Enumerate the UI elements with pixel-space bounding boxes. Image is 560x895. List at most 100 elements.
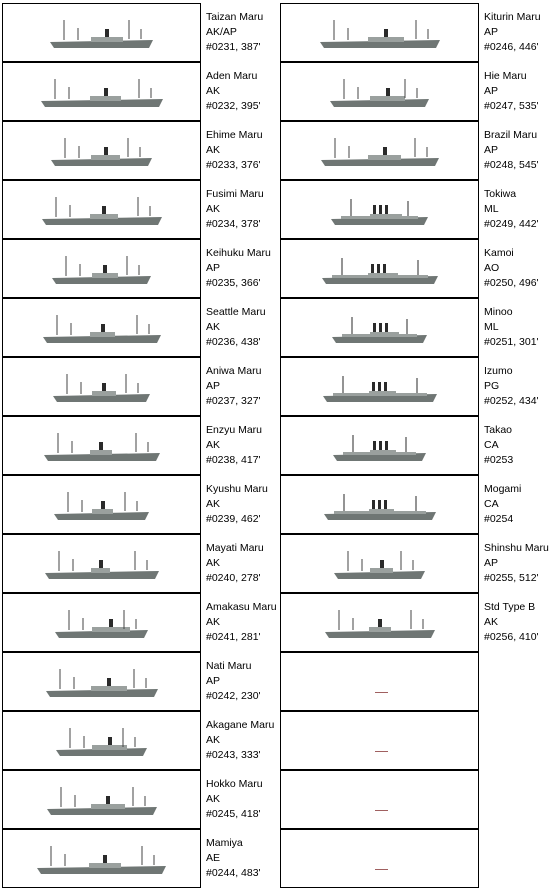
ship-entry: Amakasu Maru AK #0241, 281': [2, 593, 280, 652]
ship-info: Akagane Maru AK #0243, 333': [206, 718, 274, 763]
ship-type: AK: [206, 321, 221, 333]
ship-type: AK: [206, 498, 221, 510]
left-column: Taizan Maru AK/AP #0231, 387' Aden Maru AK #0…: [2, 3, 280, 888]
ship-type: AP: [484, 144, 499, 156]
ship-entry: Fusimi Maru AK #0234, 378': [2, 180, 280, 239]
ship-thumbnail[interactable]: [280, 416, 479, 475]
ship-thumbnail[interactable]: [2, 416, 201, 475]
ship-type: AP: [484, 26, 499, 38]
ship-info: Mogami CA #0254: [484, 482, 521, 527]
ship-number: #0246, 446': [484, 41, 539, 53]
ship-silhouette: [320, 20, 440, 48]
ship-entry: Seattle Maru AK #0236, 438': [2, 298, 280, 357]
ship-silhouette: [51, 138, 152, 166]
ship-entry: Enzyu Maru AK #0238, 417': [2, 416, 280, 475]
ship-entry: Mayati Maru AK #0240, 278': [2, 534, 280, 593]
ship-name: Seattle Maru: [206, 306, 266, 318]
ship-silhouette: [334, 551, 425, 579]
ship-thumbnail[interactable]: [2, 239, 201, 298]
ship-type: AE: [206, 852, 221, 864]
ship-entry: Taizan Maru AK/AP #0231, 387': [2, 3, 280, 62]
ship-thumbnail[interactable]: [280, 62, 479, 121]
ship-entry: Akagane Maru AK #0243, 333': [2, 711, 280, 770]
ship-name: Takao: [484, 424, 513, 436]
ship-thumbnail[interactable]: [2, 180, 201, 239]
placeholder-dash: [375, 692, 388, 693]
ship-number: #0256, 410': [484, 631, 539, 643]
ship-thumbnail[interactable]: [2, 593, 201, 652]
ship-thumbnail[interactable]: [280, 180, 479, 239]
ship-thumbnail[interactable]: [280, 534, 479, 593]
ship-thumbnail[interactable]: [280, 239, 479, 298]
ship-thumbnail[interactable]: [280, 593, 479, 652]
ship-number: #0251, 301': [484, 336, 539, 348]
ship-type: CA: [484, 498, 499, 510]
ship-thumbnail[interactable]: [2, 652, 201, 711]
ship-info: Hokko Maru AK #0245, 418': [206, 777, 263, 822]
ship-name: Mogami: [484, 483, 522, 495]
ship-silhouette: [323, 376, 437, 402]
ship-entry: Kyushu Maru AK #0239, 462': [2, 475, 280, 534]
ship-number: #0247, 535': [484, 100, 539, 112]
ship-number: #0232, 395': [206, 100, 261, 112]
ship-number: #0249, 442': [484, 218, 539, 230]
ship-info: Amakasu Maru AK #0241, 281': [206, 600, 277, 645]
ship-name: Minoo: [484, 306, 513, 318]
ship-thumbnail[interactable]: [2, 62, 201, 121]
ship-info: Std Type B AK #0256, 410': [484, 600, 539, 645]
ship-type: AK: [206, 793, 221, 805]
ship-name: Keihuku Maru: [206, 247, 271, 259]
ship-thumbnail[interactable]: [2, 770, 201, 829]
ship-number: #0241, 281': [206, 631, 261, 643]
ship-number: #0250, 496': [484, 277, 539, 289]
ship-name: Kiturin Maru: [484, 11, 541, 23]
ship-thumbnail[interactable]: [2, 829, 201, 888]
ship-type: AK/AP: [206, 26, 237, 38]
ship-thumbnail[interactable]: [2, 3, 201, 62]
ship-type: ML: [484, 203, 499, 215]
ship-info: Nati Maru AP #0242, 230': [206, 659, 261, 704]
ship-silhouette: [330, 79, 429, 107]
ship-thumbnail[interactable]: [280, 475, 479, 534]
ship-entry: Aden Maru AK #0232, 395': [2, 62, 280, 121]
empty-thumbnail: [280, 770, 479, 829]
ship-type: AP: [206, 380, 221, 392]
ship-thumbnail[interactable]: [2, 475, 201, 534]
ship-number: #0255, 512': [484, 572, 539, 584]
ship-thumbnail[interactable]: [280, 298, 479, 357]
ship-number: #0239, 462': [206, 513, 261, 525]
ship-thumbnail[interactable]: [2, 357, 201, 416]
ship-name: Taizan Maru: [206, 11, 264, 23]
ship-type: AK: [206, 85, 221, 97]
ship-entry: Takao CA #0253: [280, 416, 558, 475]
ship-thumbnail[interactable]: [2, 298, 201, 357]
ship-name: Hie Maru: [484, 70, 527, 82]
ship-info: Keihuku Maru AP #0235, 366': [206, 246, 271, 291]
ship-entry: Hokko Maru AK #0245, 418': [2, 770, 280, 829]
ship-type: AP: [206, 675, 221, 687]
ship-thumbnail[interactable]: [280, 357, 479, 416]
ship-entry: Std Type B AK #0256, 410': [280, 593, 558, 652]
ship-silhouette: [43, 315, 161, 343]
ship-number: #0233, 376': [206, 159, 261, 171]
ship-silhouette: [46, 669, 158, 697]
ship-silhouette: [52, 256, 151, 284]
ship-info: Taizan Maru AK/AP #0231, 387': [206, 10, 263, 55]
ship-thumbnail[interactable]: [2, 711, 201, 770]
ship-number: #0252, 434': [484, 395, 539, 407]
empty-thumbnail: [280, 652, 479, 711]
ship-thumbnail[interactable]: [280, 3, 479, 62]
ship-thumbnail[interactable]: [2, 121, 201, 180]
ship-thumbnail[interactable]: [2, 534, 201, 593]
ship-thumbnail[interactable]: [280, 121, 479, 180]
ship-silhouette: [54, 492, 149, 520]
ship-entry: Izumo PG #0252, 434': [280, 357, 558, 416]
ship-info: Aden Maru AK #0232, 395': [206, 69, 261, 114]
ship-silhouette: [50, 20, 153, 48]
ship-name: Brazil Maru: [484, 129, 538, 141]
right-column: Kiturin Maru AP #0246, 446' Hie Maru AP #0247…: [280, 3, 558, 888]
ship-type: AP: [484, 557, 499, 569]
ship-type: AP: [206, 262, 221, 274]
ship-name: Amakasu Maru: [206, 601, 277, 613]
ship-type: AP: [484, 85, 499, 97]
